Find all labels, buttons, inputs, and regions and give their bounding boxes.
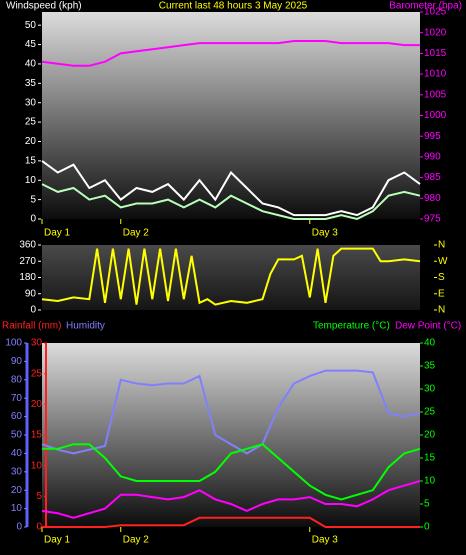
- y-tick-label: 0: [424, 522, 430, 533]
- y-tick-label: 50: [11, 430, 23, 441]
- series-line: [41, 369, 421, 455]
- x-tick-label: Day 3: [312, 228, 339, 239]
- y-tick-label: 25: [25, 117, 37, 128]
- y-tick-label: 0: [16, 522, 22, 533]
- y-tick-label: 60: [11, 411, 23, 422]
- x-tick-label: Day 2: [123, 228, 150, 239]
- y-tick-label: 15: [25, 155, 37, 166]
- chart-title: Current last 48 hours 3 May 2025: [159, 1, 308, 12]
- y-tick-label: 25: [31, 368, 43, 379]
- y-tick-label: 10: [424, 476, 436, 487]
- y-tick-label: 90: [25, 288, 37, 299]
- y-tick-label: 0: [36, 522, 42, 533]
- legend-entry: Dew Point (°C): [395, 321, 461, 332]
- x-tick-label: Day 1: [44, 228, 71, 239]
- y-tick-label: 40: [424, 338, 436, 349]
- legend-entry: Rainfall (mm): [2, 321, 61, 332]
- y-tick-label: 30: [424, 384, 436, 395]
- y-tick-label: 20: [25, 136, 37, 147]
- y-tick-label: 20: [424, 430, 436, 441]
- x-tick-label: Day 2: [123, 535, 150, 546]
- y-tick-label: 1020: [424, 27, 447, 38]
- y-tick-label: 10: [25, 175, 37, 186]
- y-tick-label: N: [438, 240, 445, 251]
- y-tick-label: 100: [5, 338, 22, 349]
- y-tick-label: 0: [30, 214, 36, 225]
- y-tick-label: 25: [424, 407, 436, 418]
- y-tick-label: 1005: [424, 89, 447, 100]
- y-tick-label: 1000: [424, 110, 447, 121]
- y-tick-label: 10: [11, 503, 23, 514]
- y-tick-label: 5: [30, 194, 36, 205]
- y-tick-label: 35: [25, 78, 37, 89]
- series-line: [41, 40, 420, 67]
- y2-label: Barometer (hpa): [389, 1, 462, 12]
- legend-entry: Temperature (°C): [313, 321, 390, 332]
- y-tick-label: N: [438, 305, 445, 316]
- legend-entry: Humidity: [66, 321, 105, 332]
- y-tick-label: 40: [11, 448, 23, 459]
- y-tick-label: 30: [25, 97, 37, 108]
- y-tick-label: 985: [424, 172, 441, 183]
- x-tick-label: Day 3: [312, 535, 339, 546]
- y-tick-label: 180: [19, 272, 36, 283]
- y-tick-label: 30: [31, 338, 43, 349]
- y-tick-label: 10: [31, 460, 43, 471]
- y-tick-label: 5: [36, 491, 42, 502]
- y-tick-label: 1015: [424, 48, 447, 59]
- y-tick-label: 40: [25, 59, 37, 70]
- series-line: [41, 247, 421, 306]
- x-tick-label: Day 1: [44, 535, 71, 546]
- y-tick-label: 70: [11, 393, 23, 404]
- series-line: [42, 516, 420, 528]
- y-tick-label: 1025: [424, 7, 447, 18]
- y-tick-label: 360: [19, 240, 36, 251]
- y-tick-label: 30: [11, 466, 23, 477]
- y-tick-label: S: [438, 272, 445, 283]
- y-tick-label: 0: [30, 305, 36, 316]
- series-line: [41, 160, 421, 217]
- series-line: [41, 480, 421, 519]
- y-tick-label: 5: [424, 499, 430, 510]
- y-label: Windspeed (kph): [6, 1, 82, 12]
- plot-area: [42, 343, 420, 527]
- series-line: [42, 443, 421, 501]
- y-tick-label: 50: [25, 20, 37, 31]
- y-tick-label: 45: [25, 39, 37, 50]
- y-tick-label: E: [438, 288, 445, 299]
- y-tick-label: 80: [11, 374, 23, 385]
- y-tick-label: 35: [424, 361, 436, 372]
- y-tick-label: 995: [424, 131, 441, 142]
- y-tick-label: 990: [424, 152, 441, 163]
- y-tick-label: 20: [31, 399, 43, 410]
- y-tick-label: 1010: [424, 69, 447, 80]
- series-line: [41, 183, 421, 221]
- y-tick-label: 90: [11, 356, 23, 367]
- y-tick-label: 975: [424, 214, 441, 225]
- y-tick-label: 20: [11, 485, 23, 496]
- plot-area: [42, 12, 420, 219]
- y-tick-label: 15: [424, 453, 436, 464]
- y-tick-label: W: [438, 256, 448, 267]
- y-tick-label: 15: [31, 430, 43, 441]
- y-tick-label: 980: [424, 193, 441, 204]
- y-tick-label: 270: [19, 256, 36, 267]
